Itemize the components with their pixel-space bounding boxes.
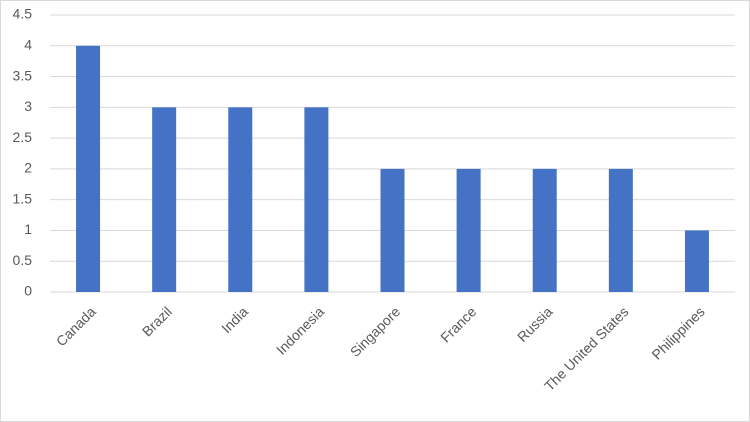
bar (304, 107, 329, 292)
bar (532, 168, 557, 292)
y-tick-label: 2 (24, 160, 32, 176)
bar (456, 168, 481, 292)
bar (380, 168, 405, 292)
bar (152, 107, 177, 292)
y-tick-label: 0 (24, 283, 32, 299)
y-tick-label: 1 (24, 221, 32, 237)
bar (608, 168, 633, 292)
y-tick-label: 3 (24, 98, 32, 114)
y-tick-label: 2.5 (13, 129, 33, 145)
y-tick-label: 4.5 (13, 6, 33, 22)
bar (228, 107, 253, 292)
y-tick-label: 1.5 (13, 190, 33, 206)
y-tick-label: 0.5 (13, 252, 33, 268)
y-tick-label: 3.5 (13, 67, 33, 83)
y-tick-label: 4 (24, 36, 32, 52)
bar (76, 45, 101, 293)
bar (684, 230, 709, 292)
